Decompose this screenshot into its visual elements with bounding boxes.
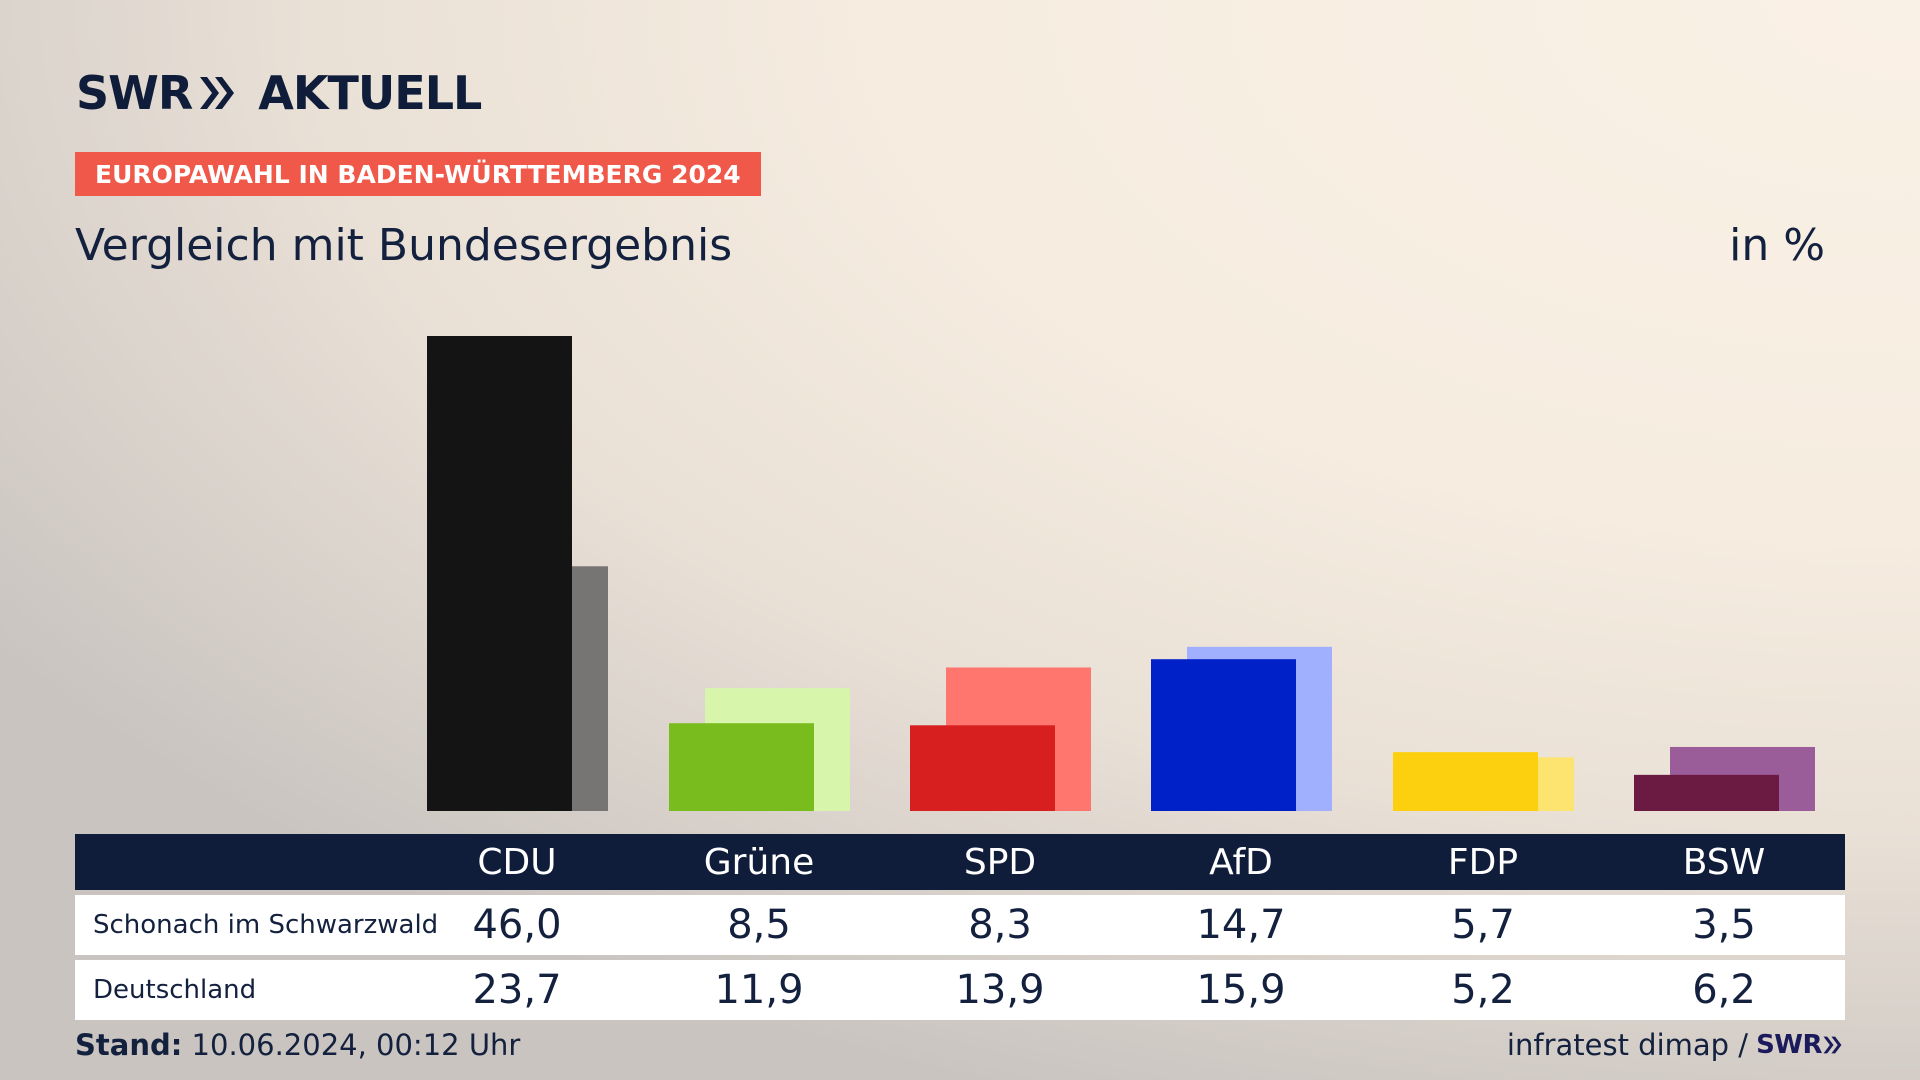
column-header-grüne: Grüne	[703, 841, 815, 883]
table-cell: 14,7	[1196, 902, 1286, 948]
logo-swr-text: SWR	[76, 66, 193, 120]
bar-schonach-bsw	[1634, 774, 1779, 811]
table-cell: 8,5	[727, 902, 791, 948]
row-label: Schonach im Schwarzwald	[93, 910, 439, 940]
source-logo: SWR	[1756, 1030, 1822, 1060]
table-row: Schonach im Schwarzwald 46,0 8,5 8,3 14,7 5,…	[75, 895, 1845, 955]
table-cell: 5,7	[1451, 902, 1515, 948]
bar-schonach-cdu	[427, 336, 572, 811]
row-label: Deutschland	[93, 975, 257, 1005]
unit-label: in %	[1729, 220, 1825, 271]
timestamp-label: Stand:	[75, 1028, 183, 1062]
bar-schonach-afd	[1151, 659, 1296, 811]
table-cell: 3,5	[1692, 902, 1756, 948]
column-header-spd: SPD	[963, 841, 1037, 883]
table-cell: 8,3	[968, 902, 1032, 948]
table-cell: 6,2	[1692, 967, 1756, 1013]
bar-schonach-grüne	[669, 723, 814, 811]
chart-subtitle: Vergleich mit Bundesergebnis	[75, 220, 733, 271]
table-cell: 15,9	[1196, 967, 1286, 1013]
double-chevron-icon	[200, 77, 235, 109]
table-cell: 11,9	[714, 967, 804, 1013]
results-table: CDU Grüne SPD AfD FDP BSW Schonach im Schwarz…	[75, 834, 1845, 1020]
double-chevron-icon	[1823, 1036, 1842, 1054]
timestamp-value: 10.06.2024, 00:12 Uhr	[191, 1028, 521, 1062]
table-cell: 5,2	[1451, 967, 1515, 1013]
table-row: Deutschland 23,7 11,9 13,9 15,9 5,2 6,2	[75, 960, 1845, 1020]
bar-schonach-spd	[910, 725, 1055, 811]
column-header-bsw: BSW	[1682, 841, 1766, 883]
table-cell: 46,0	[472, 902, 562, 948]
table-cell: 23,7	[472, 967, 562, 1013]
table-header: CDU Grüne SPD AfD FDP BSW	[75, 834, 1845, 890]
column-header-afd: AfD	[1209, 841, 1273, 883]
source-text: infratest dimap /	[1506, 1028, 1749, 1062]
column-header-cdu: CDU	[477, 841, 557, 883]
election-badge: EUROPAWAHL IN BADEN-WÜRTTEMBERG 2024	[75, 152, 761, 196]
column-header-fdp: FDP	[1447, 841, 1519, 883]
timestamp: Stand: 10.06.2024, 00:12 Uhr	[75, 1028, 520, 1062]
table-cell: 13,9	[955, 967, 1045, 1013]
source-credit: infratest dimap / SWR	[1507, 1028, 1844, 1062]
logo-aktuell-text: AKTUELL	[258, 66, 482, 120]
swr-aktuell-logo: SWR AKTUELL	[76, 66, 482, 120]
bar-schonach-fdp	[1393, 752, 1538, 811]
